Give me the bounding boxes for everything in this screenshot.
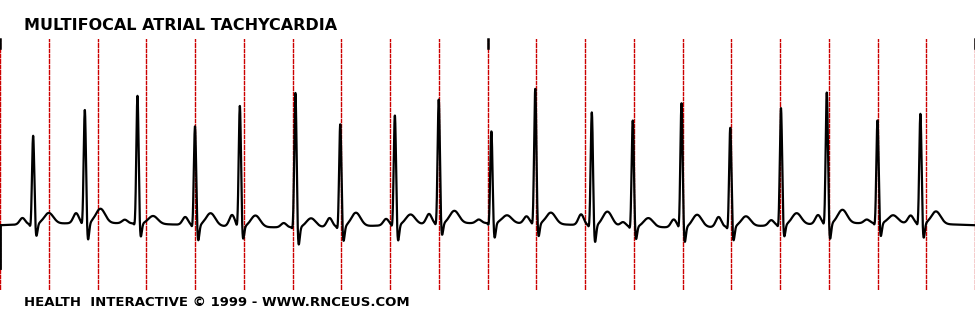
Text: MULTIFOCAL ATRIAL TACHYCARDIA: MULTIFOCAL ATRIAL TACHYCARDIA xyxy=(24,18,337,33)
Text: HEALTH  INTERACTIVE © 1999 - WWW.RNCEUS.COM: HEALTH INTERACTIVE © 1999 - WWW.RNCEUS.C… xyxy=(24,296,410,309)
